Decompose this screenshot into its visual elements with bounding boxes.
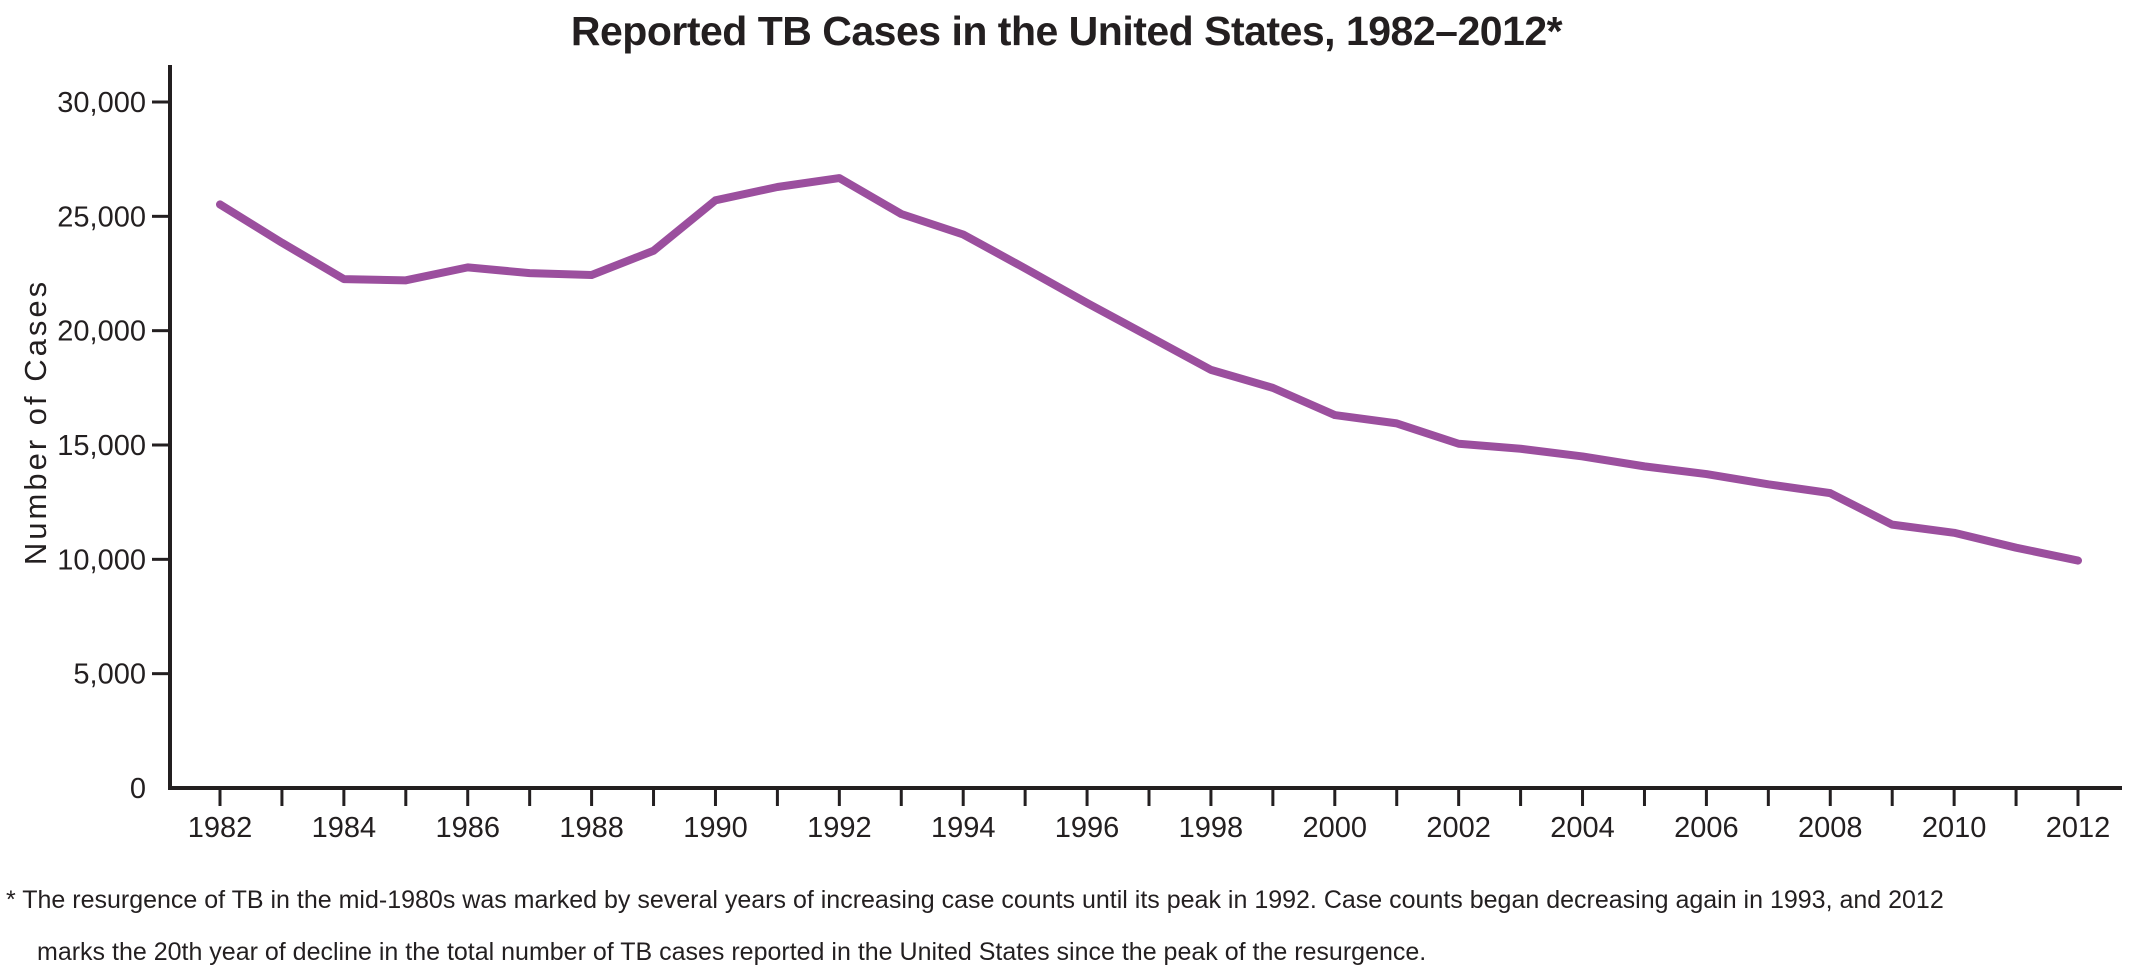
x-tick-label: 1982 bbox=[188, 812, 253, 844]
x-tick-label: 2008 bbox=[1798, 812, 1863, 844]
footnote-line-1: * The resurgence of TB in the mid-1980s … bbox=[6, 886, 1944, 914]
x-tick-label: 1984 bbox=[312, 812, 377, 844]
x-tick-label: 1998 bbox=[1179, 812, 1244, 844]
tb-cases-line bbox=[216, 174, 2082, 565]
axis-lines bbox=[168, 65, 2122, 790]
chart-title: Reported TB Cases in the United States, … bbox=[570, 8, 1563, 54]
x-tick-label: 1996 bbox=[1055, 812, 1120, 844]
x-tick-label: 1992 bbox=[807, 812, 872, 844]
y-tick-label: 10,000 bbox=[57, 544, 146, 576]
y-tick-label: 25,000 bbox=[57, 201, 146, 233]
footnote-line-2: marks the 20th year of decline in the to… bbox=[37, 938, 1427, 966]
x-tick-label: 2006 bbox=[1674, 812, 1739, 844]
y-tick-label: 5,000 bbox=[73, 659, 146, 691]
x-tick-label: 1988 bbox=[559, 812, 624, 844]
x-tick-label: 2004 bbox=[1550, 812, 1615, 844]
x-tick-label: 1994 bbox=[931, 812, 996, 844]
x-tick-label: 1986 bbox=[435, 812, 500, 844]
x-tick-label: 2002 bbox=[1426, 812, 1491, 844]
x-tick-label: 1990 bbox=[683, 812, 748, 844]
y-tick-label: 30,000 bbox=[57, 87, 146, 119]
x-tick-label: 2012 bbox=[2046, 812, 2111, 844]
line-chart-plot: 0 5,000 10,000 15,000 20,000 25,000 30,000 1982… bbox=[57, 65, 2122, 844]
y-tick-label: 20,000 bbox=[57, 316, 146, 348]
y-tick-label: 0 bbox=[130, 773, 146, 805]
y-tick-label: 15,000 bbox=[57, 430, 146, 462]
x-tick-label: 2010 bbox=[1922, 812, 1987, 844]
x-tick-label: 2000 bbox=[1303, 812, 1368, 844]
